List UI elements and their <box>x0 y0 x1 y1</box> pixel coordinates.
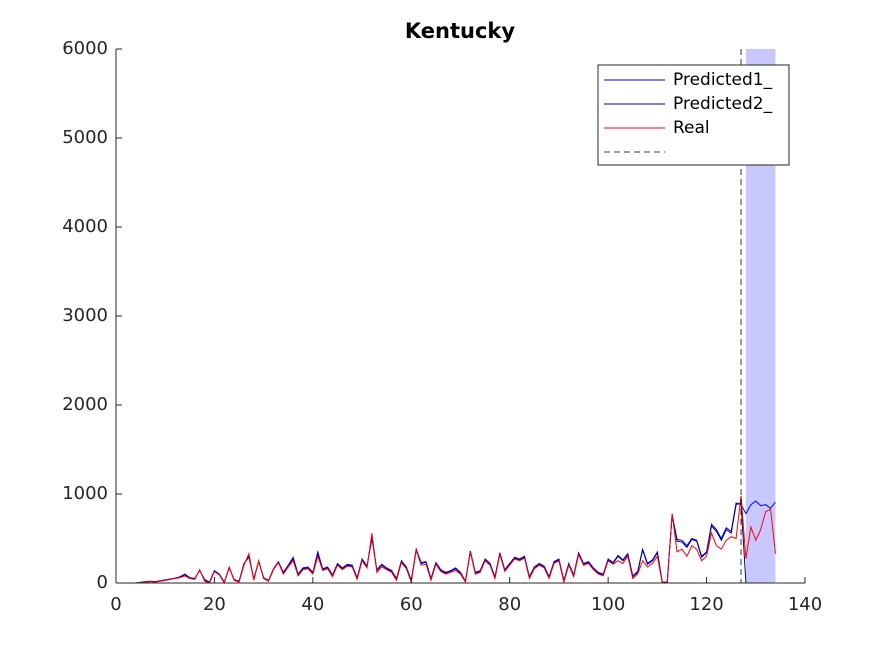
x-tick-label: 40 <box>301 594 324 615</box>
chart-title: Kentucky <box>405 19 515 43</box>
legend-label: Real <box>673 118 710 138</box>
legend-box <box>597 64 790 166</box>
y-tick-label: 2000 <box>62 394 108 415</box>
y-tick-label: 1000 <box>62 483 108 504</box>
x-tick-label: 60 <box>400 594 423 615</box>
legend-label: Predicted2_ <box>673 94 773 114</box>
x-tick-label: 120 <box>689 594 723 615</box>
legend-label: Predicted1_ <box>673 70 773 90</box>
x-tick-label: 140 <box>788 594 822 615</box>
y-tick-label: 0 <box>97 572 108 593</box>
x-tick-label: 80 <box>498 594 521 615</box>
y-tick-label: 6000 <box>62 38 108 59</box>
y-tick-label: 4000 <box>62 216 108 237</box>
y-tick-label: 5000 <box>62 127 108 148</box>
y-tick-label: 3000 <box>62 305 108 326</box>
x-tick-label: 20 <box>203 594 226 615</box>
x-tick-label: 0 <box>110 594 121 615</box>
x-tick-label: 100 <box>591 594 625 615</box>
